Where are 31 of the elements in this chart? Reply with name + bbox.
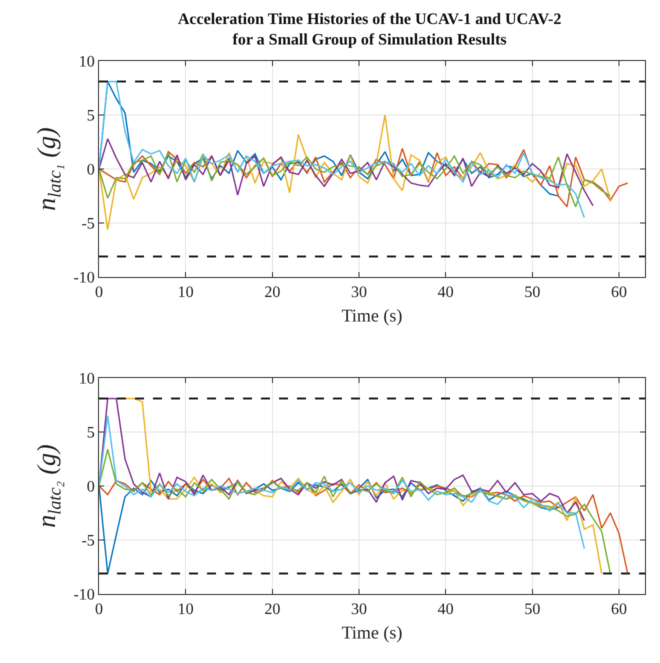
- y-tick-label: -5: [81, 532, 95, 550]
- chart-title: Acceleration Time Histories of the UCAV-1 and UCAV-2 for a Small Group of Simulation Results: [178, 10, 562, 49]
- y-tick-label: 5: [86, 424, 95, 442]
- line-series: [99, 448, 612, 574]
- x-tick-label: 30: [351, 601, 367, 618]
- x-tick-label: 50: [524, 601, 540, 618]
- x-tick-label: 60: [611, 284, 627, 302]
- x-tick-label: 30: [351, 284, 367, 302]
- y-tick-label: -5: [81, 216, 95, 233]
- x-tick-label: 20: [264, 601, 280, 618]
- y-tick-label: -10: [73, 586, 95, 604]
- y-tick-label: -10: [73, 270, 95, 287]
- x-tick-label: 60: [611, 601, 627, 618]
- y-tick-label: 0: [86, 478, 95, 496]
- x-axis-title: Time (s): [342, 622, 402, 642]
- line-series: [99, 415, 586, 550]
- line-series: [99, 114, 612, 230]
- y-tick-label: 5: [86, 108, 95, 125]
- x-tick-label: 20: [264, 284, 280, 302]
- line-series: [99, 398, 586, 522]
- y-tick-label: 10: [78, 54, 95, 71]
- x-axis-title: Time (s): [342, 305, 402, 326]
- x-tick-label: 40: [438, 601, 454, 618]
- y-tick-label: 0: [86, 162, 95, 179]
- x-tick-label: 50: [524, 284, 540, 302]
- x-tick-label: 10: [178, 601, 194, 618]
- line-series: [99, 80, 586, 218]
- y-tick-label: 10: [78, 370, 95, 388]
- x-tick-label: 10: [178, 284, 194, 302]
- line-series: [99, 138, 594, 206]
- x-tick-label: 40: [438, 284, 454, 302]
